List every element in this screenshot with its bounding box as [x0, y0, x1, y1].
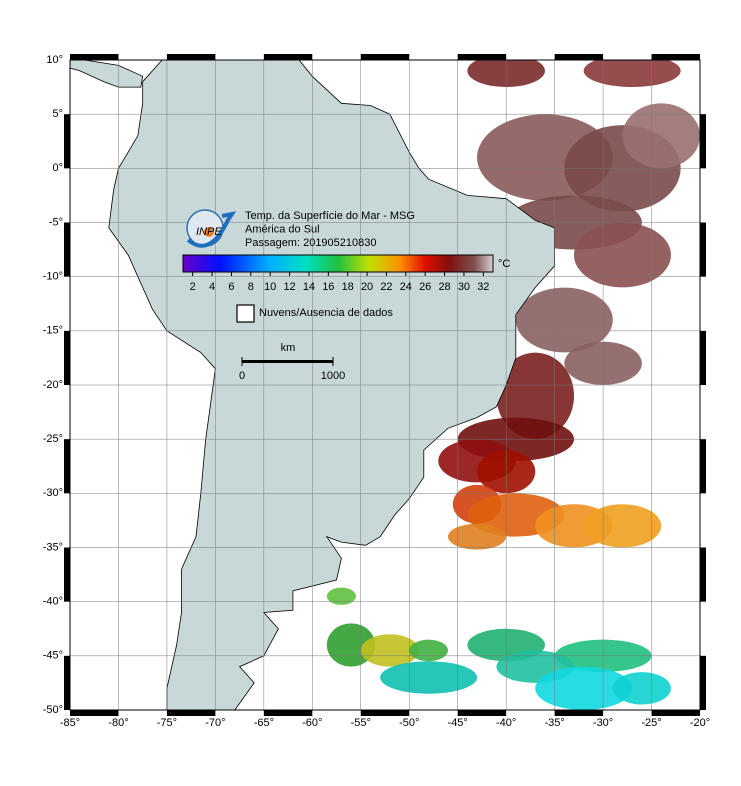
- lon-tick-label: -85°: [60, 717, 80, 729]
- frame-block: [263, 710, 313, 716]
- frame-block: [64, 114, 70, 169]
- frame-block: [360, 710, 410, 716]
- lon-tick-label: -50°: [399, 717, 419, 729]
- colorbar-tick-label: 24: [400, 281, 412, 293]
- sst-patch: [380, 661, 478, 694]
- frame-block: [700, 655, 706, 710]
- lat-tick-label: -30°: [43, 487, 63, 499]
- scale-bar: [242, 360, 333, 363]
- lat-tick-label: -15°: [43, 325, 63, 337]
- legend-label: Nuvens/Ausencia de dados: [259, 307, 393, 319]
- colorbar-tick-label: 20: [361, 281, 373, 293]
- frame-block: [700, 330, 706, 385]
- colorbar-tick-label: 26: [419, 281, 431, 293]
- frame-block: [700, 547, 706, 602]
- frame-block: [64, 330, 70, 385]
- sst-patch: [573, 222, 671, 288]
- central-america: [70, 60, 144, 88]
- colorbar-tick-label: 12: [283, 281, 295, 293]
- colorbar-tick-label: 10: [264, 281, 276, 293]
- lon-tick-label: -65°: [254, 717, 274, 729]
- colorbar-tick-label: 6: [228, 281, 234, 293]
- frame-block: [360, 54, 410, 60]
- lat-tick-label: -10°: [43, 271, 63, 283]
- frame-block: [70, 54, 119, 60]
- frame-block: [457, 54, 507, 60]
- sst-patch: [326, 587, 356, 605]
- colorbar-tick-label: 8: [248, 281, 254, 293]
- lat-tick-label: 5°: [52, 108, 63, 120]
- frame-block: [554, 710, 604, 716]
- colorbar-tick-label: 18: [342, 281, 354, 293]
- frame-block: [700, 114, 706, 169]
- lon-tick-label: -25°: [641, 717, 661, 729]
- colorbar-tick-label: 22: [380, 281, 392, 293]
- sst-patch: [535, 666, 633, 710]
- lat-tick-label: -45°: [43, 650, 63, 662]
- lon-tick-label: -55°: [351, 717, 371, 729]
- lon-tick-label: -75°: [157, 717, 177, 729]
- lon-tick-label: -20°: [690, 717, 710, 729]
- colorbar-tick-label: 16: [322, 281, 334, 293]
- sst-patch: [583, 504, 662, 548]
- colorbar-tick-label: 28: [438, 281, 450, 293]
- legend-swatch: [236, 304, 255, 323]
- sst-patch: [447, 523, 507, 550]
- frame-block: [651, 710, 700, 716]
- sst-patch: [622, 103, 700, 169]
- lon-tick-label: -70°: [205, 717, 225, 729]
- frame-block: [700, 222, 706, 277]
- lon-tick-label: -80°: [108, 717, 128, 729]
- colorbar-tick-label: 30: [458, 281, 470, 293]
- colorbar-tick-label: 14: [303, 281, 315, 293]
- frame-block: [70, 710, 119, 716]
- lat-tick-label: -50°: [43, 704, 63, 716]
- sst-patch: [409, 639, 449, 662]
- scale-unit: km: [281, 342, 296, 354]
- sst-patch: [583, 60, 681, 88]
- colorbar-unit: °C: [498, 258, 510, 270]
- sst-patch: [612, 672, 671, 705]
- frame-block: [554, 54, 604, 60]
- lon-tick-label: -30°: [593, 717, 613, 729]
- colorbar-tick-label: 32: [477, 281, 489, 293]
- sst-patch: [515, 287, 613, 353]
- lat-tick-label: -5°: [49, 216, 63, 228]
- frame-block: [64, 547, 70, 602]
- frame-block: [64, 222, 70, 277]
- colorbar-tick-label: 4: [209, 281, 215, 293]
- lon-tick-label: -45°: [448, 717, 468, 729]
- lon-tick-label: -40°: [496, 717, 516, 729]
- scale-tick-label: 1000: [321, 370, 345, 382]
- logo-sun: [204, 227, 214, 237]
- frame-block: [457, 710, 507, 716]
- colorbar: [182, 254, 494, 273]
- logo-swoosh: [186, 211, 237, 248]
- lat-tick-label: -20°: [43, 379, 63, 391]
- title-line: América do Sul: [245, 223, 320, 235]
- frame-block: [64, 439, 70, 494]
- lon-tick-label: -60°: [302, 717, 322, 729]
- frame-block: [166, 710, 216, 716]
- scale-tick-label: 0: [239, 370, 245, 382]
- lat-tick-label: -40°: [43, 596, 63, 608]
- sst-patch: [360, 634, 419, 667]
- frame-block: [64, 655, 70, 710]
- frame-block: [700, 439, 706, 494]
- title-line: Temp. da Superfície do Mar - MSG: [245, 210, 415, 222]
- frame-block: [166, 54, 216, 60]
- lat-tick-label: -35°: [43, 541, 63, 553]
- lon-tick-label: -35°: [544, 717, 564, 729]
- lat-tick-label: -25°: [43, 433, 63, 445]
- frame-block: [263, 54, 313, 60]
- lat-tick-label: 0°: [52, 162, 63, 174]
- colorbar-tick-label: 2: [190, 281, 196, 293]
- title-line: Passagem: 201905210830: [245, 237, 377, 249]
- frame-block: [651, 54, 700, 60]
- lat-tick-label: 10°: [46, 54, 63, 66]
- logo-text: INPE: [196, 226, 222, 238]
